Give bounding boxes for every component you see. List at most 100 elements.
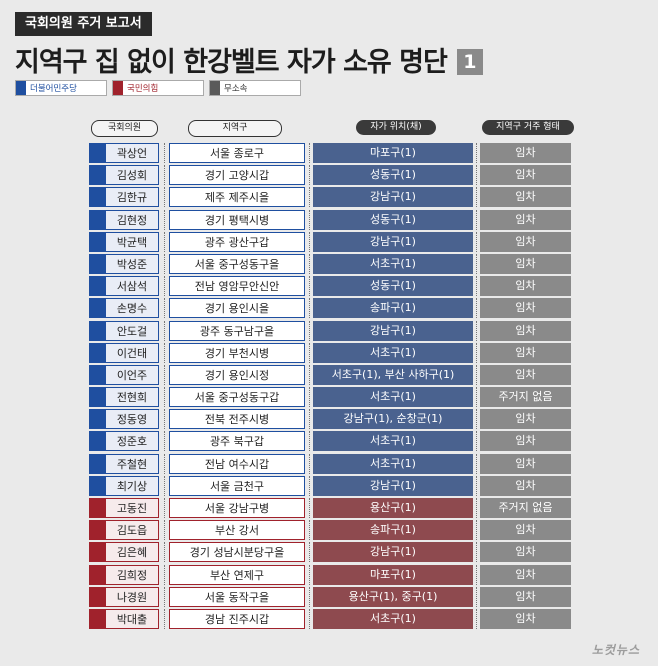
party-color-bar (90, 410, 106, 429)
home-location-cell: 성동구(1) (313, 209, 473, 230)
dotted-connector (476, 364, 477, 385)
district-cell: 경남 진주시갑 (169, 608, 305, 629)
column-header-home-location: 자가 위치(채) (356, 120, 436, 135)
report-tag: 국회의원 주거 보고서 (15, 12, 152, 36)
home-location-cell: 성동구(1) (313, 276, 473, 297)
district-cell: 서울 강남구병 (169, 498, 305, 518)
lawmaker-name-cell: 김은혜 (89, 542, 159, 563)
party-color-bar (90, 343, 106, 362)
lawmaker-name: 최기상 (116, 479, 148, 493)
district-cell: 경기 용인시정 (169, 364, 305, 385)
dotted-connector (164, 143, 165, 163)
district-cell: 경기 고양시갑 (169, 165, 305, 186)
lawmaker-name-cell: 박균택 (89, 231, 159, 252)
lawmaker-name-cell: 박성준 (89, 253, 159, 274)
dotted-connector (164, 209, 165, 230)
residence-type-cell: 주거지 없음 (480, 387, 571, 408)
district-cell: 서울 중구성동구을 (169, 253, 305, 274)
home-location-cell: 송파구(1) (313, 520, 473, 541)
lawmaker-name-cell: 김한규 (89, 187, 159, 208)
district-cell: 광주 광산구갑 (169, 231, 305, 252)
lawmaker-name: 박균택 (116, 235, 148, 249)
residence-type-cell: 임차 (480, 608, 571, 629)
home-location-cell: 송파구(1) (313, 298, 473, 319)
lawmaker-name: 손명수 (116, 302, 148, 316)
lawmaker-name-cell: 정준호 (89, 431, 159, 452)
party-color-bar (90, 476, 106, 495)
dotted-connector (164, 387, 165, 408)
dotted-connector (309, 231, 310, 252)
district-cell: 서울 종로구 (169, 143, 305, 163)
dotted-connector (164, 320, 165, 341)
dotted-connector (309, 320, 310, 341)
residence-type-cell: 임차 (480, 453, 571, 474)
district-cell: 광주 동구남구을 (169, 320, 305, 341)
dotted-connector (476, 586, 477, 607)
column-header-district: 지역구 (188, 120, 282, 137)
lawmaker-name: 서삼석 (116, 280, 148, 294)
party-color-bar (90, 321, 106, 340)
dotted-connector (164, 298, 165, 319)
dotted-connector (476, 498, 477, 518)
district-cell: 서울 중구성동구갑 (169, 387, 305, 408)
party-color-bar (90, 609, 106, 628)
lawmaker-name-cell: 김성회 (89, 165, 159, 186)
legend-label: 무소속 (224, 84, 248, 94)
dotted-connector (164, 475, 165, 496)
district-cell: 경기 평택시병 (169, 209, 305, 230)
district-cell: 경기 성남시분당구을 (169, 542, 305, 563)
dotted-connector (476, 409, 477, 430)
home-location-cell: 강남구(1) (313, 231, 473, 252)
lawmaker-name-cell: 전현희 (89, 387, 159, 408)
dotted-connector (164, 165, 165, 186)
dotted-connector (476, 209, 477, 230)
lawmaker-name-cell: 정동영 (89, 409, 159, 430)
home-location-cell: 서초구(1) (313, 342, 473, 363)
legend-swatch (113, 81, 123, 95)
lawmaker-name: 안도걸 (116, 324, 148, 338)
dotted-connector (476, 453, 477, 474)
lawmaker-name-cell: 박대출 (89, 608, 159, 629)
lawmaker-name: 정동영 (116, 413, 148, 427)
legend-democratic: 더불어민주당 (15, 80, 107, 96)
page-title: 지역구 집 없이 한강벨트 자가 소유 명단 1 (15, 40, 483, 79)
dotted-connector (476, 608, 477, 629)
dotted-connector (309, 387, 310, 408)
residence-type-cell: 임차 (480, 431, 571, 452)
district-cell: 전북 전주시병 (169, 409, 305, 430)
title-text: 지역구 집 없이 한강벨트 자가 소유 명단 (15, 47, 448, 78)
legend-swatch (210, 81, 220, 95)
dotted-connector (476, 475, 477, 496)
home-location-cell: 서초구(1) (313, 387, 473, 408)
dotted-connector (476, 187, 477, 208)
dotted-connector (309, 143, 310, 163)
party-color-bar (90, 144, 106, 162)
dotted-connector (309, 209, 310, 230)
home-location-cell: 강남구(1) (313, 542, 473, 563)
lawmaker-name-cell: 김희정 (89, 564, 159, 585)
dotted-connector (164, 276, 165, 297)
party-color-bar (90, 388, 106, 407)
dotted-connector (309, 542, 310, 563)
district-cell: 부산 연제구 (169, 564, 305, 585)
residence-type-cell: 임차 (480, 165, 571, 186)
party-color-bar (90, 454, 106, 473)
party-color-bar (90, 254, 106, 273)
dotted-connector (309, 453, 310, 474)
dotted-connector (164, 364, 165, 385)
lawmaker-name: 이언주 (116, 368, 148, 382)
party-color-bar (90, 521, 106, 540)
column-header-lawmaker: 국회의원 (91, 120, 158, 137)
residence-type-cell: 임차 (480, 143, 571, 163)
dotted-connector (476, 520, 477, 541)
lawmaker-name-cell: 손명수 (89, 298, 159, 319)
dotted-connector (309, 431, 310, 452)
dotted-connector (309, 409, 310, 430)
lawmaker-name: 나경원 (116, 590, 148, 604)
dotted-connector (164, 586, 165, 607)
legend-label: 국민의힘 (127, 84, 159, 94)
district-cell: 제주 제주시을 (169, 187, 305, 208)
residence-type-cell: 임차 (480, 475, 571, 496)
legend-peoples-power: 국민의힘 (112, 80, 204, 96)
dotted-connector (309, 276, 310, 297)
